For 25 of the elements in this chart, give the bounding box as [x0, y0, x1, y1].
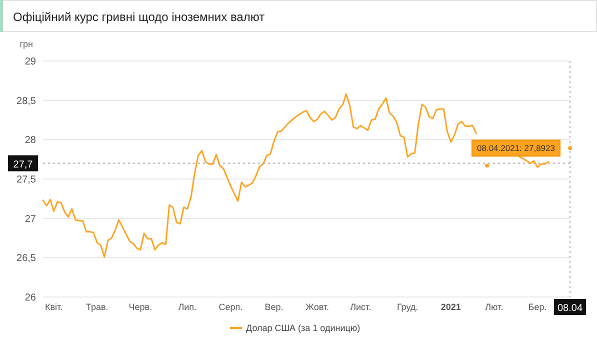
- annotation: 08.04.2021: 27,8923: [477, 143, 556, 154]
- x-tick-label: Вер.: [264, 302, 284, 312]
- x-tick-label: 2021: [440, 302, 461, 312]
- x-tick-label: 08.04: [557, 303, 583, 314]
- y-tick-label: 27: [24, 214, 36, 225]
- y-tick-label: 28: [24, 135, 36, 146]
- x-tick-label: Лип.: [178, 302, 197, 312]
- y-axis-title: грн: [20, 39, 34, 49]
- y-tick-label: 29: [24, 56, 36, 68]
- y-tick-label: 26: [24, 292, 36, 304]
- x-tick-label: Груд.: [396, 302, 418, 312]
- chart-title: Офіційний курс гривні щодо іноземних валют: [13, 10, 266, 24]
- y-tick-label: 26,5: [16, 253, 36, 264]
- x-tick-label: Жовт.: [306, 302, 330, 312]
- x-tick-label: Квіт.: [45, 302, 63, 312]
- y-tick-label: 27,5: [16, 174, 36, 186]
- x-tick-label: Трав.: [86, 302, 108, 312]
- x-tick-label: Лют.: [485, 302, 504, 312]
- y-tick-label: 28,5: [16, 96, 36, 107]
- ref-line-label: 27,7: [13, 159, 34, 170]
- x-tick-label: Лист.: [350, 302, 372, 312]
- x-tick-label: Серп.: [218, 302, 243, 312]
- x-tick-label: Бер.: [528, 302, 547, 312]
- x-tick-label: Черв.: [128, 302, 152, 312]
- legend-label: Долар США (за 1 одиницю): [246, 323, 360, 333]
